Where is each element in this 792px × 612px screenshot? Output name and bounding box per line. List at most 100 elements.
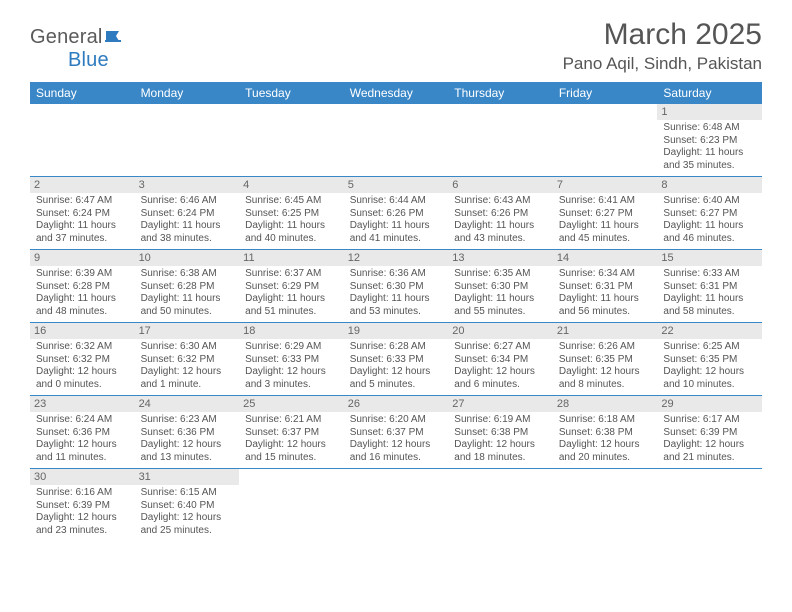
day-number: 4 — [239, 177, 344, 193]
calendar-cell: 4 Sunrise: 6:45 AMSunset: 6:25 PMDaylight… — [239, 177, 344, 249]
calendar-cell — [344, 469, 449, 541]
sunset-text: Sunset: 6:35 PM — [559, 354, 652, 367]
day-number: 19 — [344, 323, 449, 339]
weekday-header: Sunday Monday Tuesday Wednesday Thursday… — [30, 82, 762, 104]
sunset-text: Sunset: 6:23 PM — [663, 135, 756, 148]
sunset-text: Sunset: 6:38 PM — [559, 427, 652, 440]
day-number: 24 — [135, 396, 240, 412]
sunset-text: Sunset: 6:37 PM — [245, 427, 338, 440]
sunrise-text: Sunrise: 6:23 AM — [141, 414, 234, 427]
daylight-text: Daylight: 12 hours and 1 minute. — [141, 366, 234, 391]
day-number: 7 — [553, 177, 658, 193]
sunset-text: Sunset: 6:26 PM — [350, 208, 443, 221]
day-info: Sunrise: 6:35 AMSunset: 6:30 PMDaylight:… — [454, 268, 547, 318]
calendar-week: 9Sunrise: 6:39 AMSunset: 6:28 PMDaylight… — [30, 250, 762, 323]
daylight-text: Daylight: 11 hours and 58 minutes. — [663, 293, 756, 318]
sunrise-text: Sunrise: 6:17 AM — [663, 414, 756, 427]
calendar-cell: 15Sunrise: 6:33 AMSunset: 6:31 PMDayligh… — [657, 250, 762, 322]
sunrise-text: Sunrise: 6:16 AM — [36, 487, 129, 500]
calendar: Sunday Monday Tuesday Wednesday Thursday… — [30, 82, 762, 541]
calendar-cell: 27 Sunrise: 6:19 AMSunset: 6:38 PMDayligh… — [448, 396, 553, 468]
calendar-cell: 6 Sunrise: 6:43 AMSunset: 6:26 PMDaylight… — [448, 177, 553, 249]
day-info: Sunrise: 6:36 AMSunset: 6:30 PMDaylight:… — [350, 268, 443, 318]
daylight-text: Daylight: 11 hours and 41 minutes. — [350, 220, 443, 245]
sunset-text: Sunset: 6:33 PM — [350, 354, 443, 367]
day-info: Sunrise: 6:15 AMSunset: 6:40 PMDaylight:… — [141, 487, 234, 537]
day-number: 5 — [344, 177, 449, 193]
day-number: 13 — [448, 250, 553, 266]
sunrise-text: Sunrise: 6:26 AM — [559, 341, 652, 354]
daylight-text: Daylight: 11 hours and 55 minutes. — [454, 293, 547, 318]
day-number: 14 — [553, 250, 658, 266]
day-number: 6 — [448, 177, 553, 193]
sunset-text: Sunset: 6:31 PM — [559, 281, 652, 294]
calendar-cell: 19Sunrise: 6:28 AMSunset: 6:33 PMDayligh… — [344, 323, 449, 395]
header: GeneralBlue March 2025 Pano Aqil, Sindh,… — [30, 18, 762, 74]
sunrise-text: Sunrise: 6:25 AM — [663, 341, 756, 354]
daylight-text: Daylight: 12 hours and 23 minutes. — [36, 512, 129, 537]
day-number: 3 — [135, 177, 240, 193]
daylight-text: Daylight: 12 hours and 3 minutes. — [245, 366, 338, 391]
daylight-text: Daylight: 12 hours and 13 minutes. — [141, 439, 234, 464]
day-number: 15 — [657, 250, 762, 266]
day-info: Sunrise: 6:19 AMSunset: 6:38 PMDaylight:… — [454, 414, 547, 464]
calendar-cell — [30, 104, 135, 176]
calendar-cell: 14Sunrise: 6:34 AMSunset: 6:31 PMDayligh… — [553, 250, 658, 322]
day-info: Sunrise: 6:25 AMSunset: 6:35 PMDaylight:… — [663, 341, 756, 391]
sunrise-text: Sunrise: 6:48 AM — [663, 122, 756, 135]
sunrise-text: Sunrise: 6:39 AM — [36, 268, 129, 281]
day-number: 17 — [135, 323, 240, 339]
sunset-text: Sunset: 6:30 PM — [454, 281, 547, 294]
day-number: 25 — [239, 396, 344, 412]
daylight-text: Daylight: 11 hours and 35 minutes. — [663, 147, 756, 172]
sunset-text: Sunset: 6:24 PM — [36, 208, 129, 221]
daylight-text: Daylight: 11 hours and 48 minutes. — [36, 293, 129, 318]
day-info: Sunrise: 6:24 AMSunset: 6:36 PMDaylight:… — [36, 414, 129, 464]
calendar-cell — [448, 469, 553, 541]
calendar-cell: 29Sunrise: 6:17 AMSunset: 6:39 PMDayligh… — [657, 396, 762, 468]
day-info: Sunrise: 6:20 AMSunset: 6:37 PMDaylight:… — [350, 414, 443, 464]
daylight-text: Daylight: 11 hours and 53 minutes. — [350, 293, 443, 318]
day-info: Sunrise: 6:43 AMSunset: 6:26 PMDaylight:… — [454, 195, 547, 245]
weekday-label: Saturday — [657, 82, 762, 104]
calendar-cell: 12Sunrise: 6:36 AMSunset: 6:30 PMDayligh… — [344, 250, 449, 322]
calendar-cell — [448, 104, 553, 176]
sunset-text: Sunset: 6:32 PM — [141, 354, 234, 367]
flag-icon — [105, 29, 127, 43]
day-info: Sunrise: 6:30 AMSunset: 6:32 PMDaylight:… — [141, 341, 234, 391]
sunrise-text: Sunrise: 6:33 AM — [663, 268, 756, 281]
title-block: March 2025 Pano Aqil, Sindh, Pakistan — [563, 18, 762, 74]
sunset-text: Sunset: 6:34 PM — [454, 354, 547, 367]
day-number: 8 — [657, 177, 762, 193]
day-number: 20 — [448, 323, 553, 339]
calendar-cell: 9Sunrise: 6:39 AMSunset: 6:28 PMDaylight… — [30, 250, 135, 322]
day-info: Sunrise: 6:46 AMSunset: 6:24 PMDaylight:… — [141, 195, 234, 245]
day-info: Sunrise: 6:44 AMSunset: 6:26 PMDaylight:… — [350, 195, 443, 245]
calendar-cell: 23Sunrise: 6:24 AMSunset: 6:36 PMDayligh… — [30, 396, 135, 468]
sunrise-text: Sunrise: 6:21 AM — [245, 414, 338, 427]
weekday-label: Sunday — [30, 82, 135, 104]
calendar-cell — [239, 469, 344, 541]
sunrise-text: Sunrise: 6:18 AM — [559, 414, 652, 427]
sunset-text: Sunset: 6:25 PM — [245, 208, 338, 221]
sunrise-text: Sunrise: 6:43 AM — [454, 195, 547, 208]
sunset-text: Sunset: 6:36 PM — [141, 427, 234, 440]
daylight-text: Daylight: 12 hours and 15 minutes. — [245, 439, 338, 464]
sunset-text: Sunset: 6:28 PM — [141, 281, 234, 294]
logo-text: GeneralBlue — [30, 26, 127, 72]
calendar-cell — [135, 104, 240, 176]
calendar-cell: 22Sunrise: 6:25 AMSunset: 6:35 PMDayligh… — [657, 323, 762, 395]
daylight-text: Daylight: 12 hours and 18 minutes. — [454, 439, 547, 464]
day-number: 21 — [553, 323, 658, 339]
day-info: Sunrise: 6:17 AMSunset: 6:39 PMDaylight:… — [663, 414, 756, 464]
day-info: Sunrise: 6:27 AMSunset: 6:34 PMDaylight:… — [454, 341, 547, 391]
calendar-cell — [239, 104, 344, 176]
day-info: Sunrise: 6:38 AMSunset: 6:28 PMDaylight:… — [141, 268, 234, 318]
day-number: 16 — [30, 323, 135, 339]
sunrise-text: Sunrise: 6:24 AM — [36, 414, 129, 427]
sunrise-text: Sunrise: 6:35 AM — [454, 268, 547, 281]
day-info: Sunrise: 6:45 AMSunset: 6:25 PMDaylight:… — [245, 195, 338, 245]
weekday-label: Wednesday — [344, 82, 449, 104]
day-number: 27 — [448, 396, 553, 412]
sunset-text: Sunset: 6:29 PM — [245, 281, 338, 294]
